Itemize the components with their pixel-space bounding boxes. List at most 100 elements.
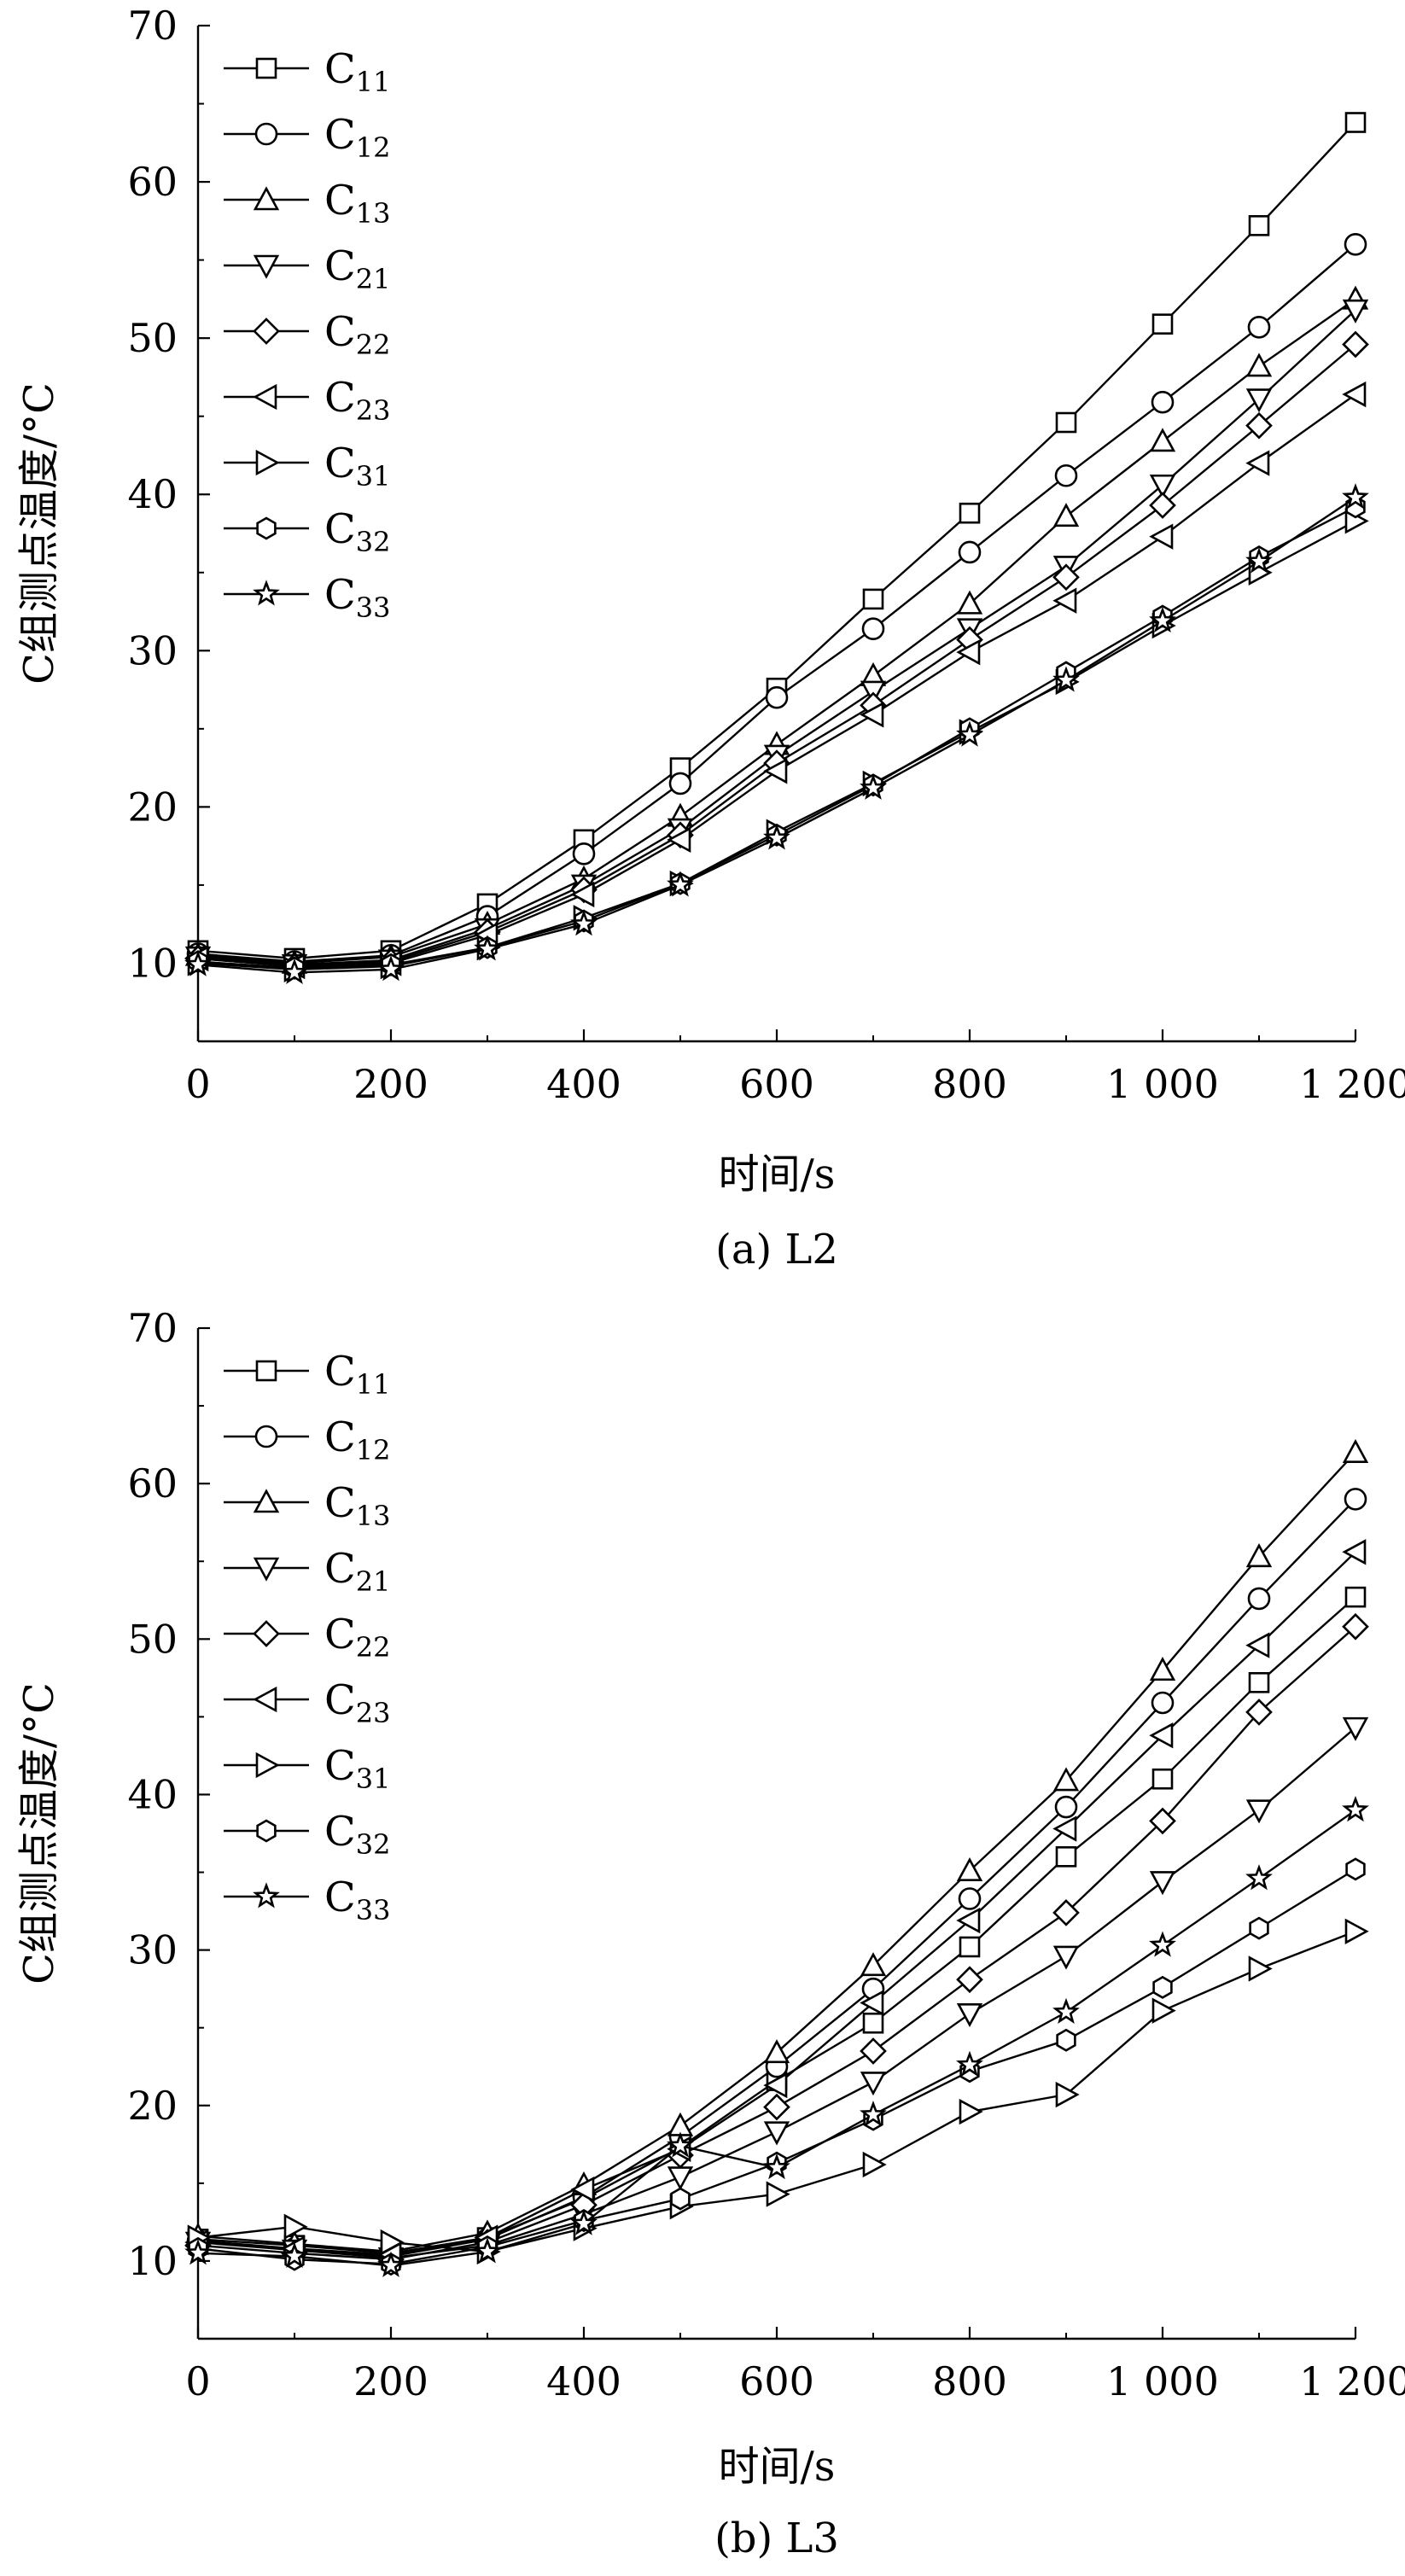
- x-tick-label: 800: [932, 1061, 1007, 1107]
- legend-item-C13: C13: [224, 1479, 390, 1532]
- data-point-star: [860, 773, 887, 800]
- data-point-triangle-right: [1344, 1918, 1369, 1944]
- data-point-hexagon: [1056, 2028, 1076, 2052]
- data-point-star: [1245, 547, 1273, 574]
- legend-label: C33: [324, 1874, 390, 1926]
- data-point-diamond: [1052, 1899, 1080, 1926]
- data-point-square: [1055, 411, 1077, 434]
- x-tick-label: 800: [932, 2358, 1007, 2404]
- y-tick-label: 60: [127, 159, 178, 205]
- data-point-triangle-down: [1245, 1799, 1273, 1824]
- legend-label: C21: [324, 242, 390, 295]
- data-point-triangle-left: [763, 758, 788, 784]
- data-point-triangle-right: [283, 2213, 308, 2241]
- data-point-star: [763, 2153, 790, 2180]
- data-point-square: [862, 2012, 884, 2034]
- legend-marker-square: [255, 1360, 277, 1382]
- legend-marker-triangle-left: [253, 383, 277, 411]
- legend-label: C23: [324, 1676, 390, 1729]
- series-C21: [184, 1716, 1369, 2272]
- y-tick-label: 50: [127, 1616, 178, 1662]
- legend-item-C23: C23: [224, 1676, 390, 1729]
- x-axis-label: 时间/s: [719, 1151, 836, 1198]
- data-point-square: [1055, 1846, 1077, 1868]
- legend-marker-square: [255, 57, 277, 79]
- legend-marker-triangle-up: [253, 1489, 280, 1513]
- data-point-star: [377, 2251, 405, 2277]
- data-point-triangle-down: [1052, 1945, 1080, 1970]
- data-point-triangle-left: [667, 826, 691, 854]
- data-point-diamond: [1052, 563, 1080, 592]
- data-point-star: [1052, 1997, 1080, 2024]
- legend-marker-triangle-right: [255, 449, 280, 476]
- data-point-square: [1248, 1672, 1270, 1693]
- data-point-triangle-up: [860, 1952, 887, 1977]
- legend-marker-circle: [254, 122, 278, 146]
- data-point-star: [377, 955, 405, 982]
- data-point-star: [1052, 666, 1080, 692]
- data-point-triangle-down: [1342, 299, 1369, 323]
- data-point-diamond: [860, 2037, 887, 2065]
- data-point-circle: [1151, 1691, 1175, 1715]
- data-point-star: [667, 2131, 694, 2158]
- y-tick-label: 20: [127, 2083, 178, 2129]
- series-C12: [186, 1488, 1367, 2268]
- data-point-star: [570, 909, 598, 936]
- data-point-circle: [1247, 1587, 1271, 1611]
- data-point-circle: [1054, 1795, 1078, 1819]
- legend-item-C32: C32: [224, 505, 390, 558]
- panel-caption: (b) L3: [714, 2515, 839, 2562]
- data-point-triangle-down: [860, 2072, 887, 2096]
- y-tick-label: 70: [127, 3, 178, 49]
- data-point-triangle-down: [1245, 388, 1273, 413]
- data-point-triangle-down: [1149, 1871, 1176, 1896]
- data-point-circle: [1054, 463, 1078, 487]
- y-tick-label: 40: [127, 1771, 178, 1817]
- data-point-triangle-up: [1149, 428, 1176, 452]
- x-tick-label: 600: [739, 1061, 814, 1107]
- data-point-square: [862, 588, 884, 610]
- legend: C11 C12 C13 C21 C22 C23 C31 C32 C33: [224, 45, 390, 624]
- data-point-triangle-down: [763, 2121, 790, 2146]
- data-point-diamond: [1149, 492, 1176, 519]
- data-point-star: [281, 958, 308, 984]
- data-point-star: [474, 2237, 501, 2264]
- data-point-triangle-right: [1151, 1997, 1176, 2024]
- data-point-square: [959, 502, 981, 524]
- legend-label: C12: [324, 1413, 390, 1466]
- data-point-triangle-left: [860, 1990, 884, 2016]
- data-point-circle: [572, 842, 596, 865]
- legend-item-C23: C23: [224, 374, 390, 427]
- data-point-triangle-right: [1055, 2081, 1080, 2108]
- legend-label: C32: [324, 505, 390, 558]
- legend-marker-circle: [254, 1425, 278, 1448]
- data-point-triangle-up: [1245, 353, 1273, 377]
- legend-label: C33: [324, 571, 390, 624]
- legend-marker-star: [253, 1882, 280, 1909]
- data-point-star: [956, 2050, 983, 2077]
- legend-label: C31: [324, 440, 390, 492]
- legend-item-C22: C22: [224, 308, 390, 361]
- data-point-square: [1151, 1768, 1174, 1790]
- data-point-triangle-right: [862, 2151, 887, 2178]
- data-point-hexagon: [1152, 1975, 1173, 1999]
- legend-item-C31: C31: [224, 440, 390, 492]
- data-point-diamond: [1245, 1699, 1273, 1726]
- data-point-star: [184, 2239, 212, 2265]
- series-C33: [184, 483, 1369, 984]
- data-point-circle: [668, 772, 692, 796]
- data-point-triangle-up: [956, 1856, 983, 1882]
- y-tick-label: 10: [127, 940, 178, 986]
- legend-item-C11: C11: [224, 1348, 390, 1401]
- x-tick-label: 1 200: [1299, 2358, 1405, 2404]
- data-point-triangle-right: [380, 2229, 405, 2256]
- data-point-square: [1248, 215, 1270, 236]
- x-tick-label: 0: [185, 1061, 210, 1107]
- data-point-triangle-up: [1149, 1657, 1176, 1681]
- legend-label: C32: [324, 1808, 390, 1861]
- legend-item-C12: C12: [224, 1413, 390, 1466]
- legend-label: C12: [324, 111, 390, 164]
- data-point-triangle-left: [956, 638, 981, 666]
- data-point-star: [474, 935, 501, 961]
- y-tick-label: 30: [127, 627, 178, 673]
